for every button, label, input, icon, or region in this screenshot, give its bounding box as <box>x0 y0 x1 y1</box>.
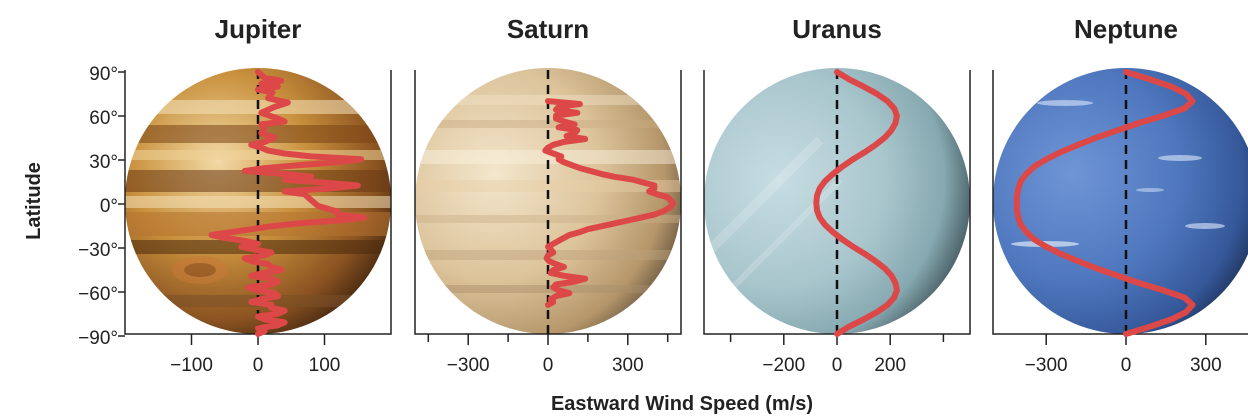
y-tick-label: 90° <box>89 64 118 85</box>
x-tick-label-neptune: 300 <box>1190 355 1222 376</box>
panel-title-uranus: Uranus <box>792 14 882 44</box>
x-tick-label-saturn: 0 <box>543 355 554 376</box>
panel-saturn: Saturn −300 0 300 <box>414 14 682 376</box>
panel-uranus: Uranus −200 0 200 <box>703 14 971 376</box>
x-tick-label-neptune: −300 <box>1025 355 1068 376</box>
planet-jupiter-image <box>125 68 391 334</box>
x-tick-labels-jupiter: −100 0 100 <box>170 355 340 376</box>
x-tick-label-saturn: 300 <box>612 355 644 376</box>
wind-profile-saturn <box>542 98 676 308</box>
x-axis-title: Eastward Wind Speed (m/s) <box>551 393 813 415</box>
y-tick-label: −60° <box>78 284 118 305</box>
x-tick-labels-uranus: −200 0 200 <box>762 355 906 376</box>
y-tick-label: 0° <box>100 196 118 217</box>
y-tick-label: 60° <box>89 108 118 129</box>
y-tick-label: −30° <box>78 240 118 261</box>
panel-title-saturn: Saturn <box>507 14 589 44</box>
planet-neptune-image <box>993 68 1248 334</box>
x-ticks-saturn <box>427 334 669 345</box>
panel-jupiter: Jupiter <box>118 14 392 376</box>
y-axis-title: Latitude <box>23 162 45 240</box>
y-tick-label: −90° <box>78 328 118 349</box>
planet-saturn-image <box>415 68 681 334</box>
x-tick-label-saturn: −300 <box>447 355 490 376</box>
axis-frame-neptune <box>992 70 1248 335</box>
x-tick-labels-neptune: −300 0 300 <box>1025 355 1222 376</box>
x-tick-label-neptune: 0 <box>1121 355 1132 376</box>
y-ticks-jupiter <box>118 71 125 337</box>
x-tick-label-jupiter: 100 <box>309 355 341 376</box>
x-tick-label-uranus: 200 <box>874 355 906 376</box>
x-tick-label-jupiter: 0 <box>253 355 264 376</box>
x-tick-label-jupiter: −100 <box>170 355 213 376</box>
x-tick-label-uranus: 0 <box>832 355 843 376</box>
x-tick-label-uranus: −200 <box>762 355 805 376</box>
panel-title-jupiter: Jupiter <box>215 14 302 44</box>
wind-profile-neptune <box>1013 69 1196 337</box>
panel-title-neptune: Neptune <box>1074 14 1178 44</box>
x-tick-labels-saturn: −300 0 300 <box>447 355 644 376</box>
planet-uranus-image <box>704 68 970 334</box>
panel-neptune: Neptune −300 0 300 <box>992 14 1248 376</box>
wind-profile-jupiter <box>208 69 368 337</box>
y-tick-labels: 90° 60° 30° 0° −30° −60° −90° <box>78 64 118 349</box>
y-tick-label: 30° <box>89 152 118 173</box>
wind-profile-uranus <box>813 69 900 337</box>
